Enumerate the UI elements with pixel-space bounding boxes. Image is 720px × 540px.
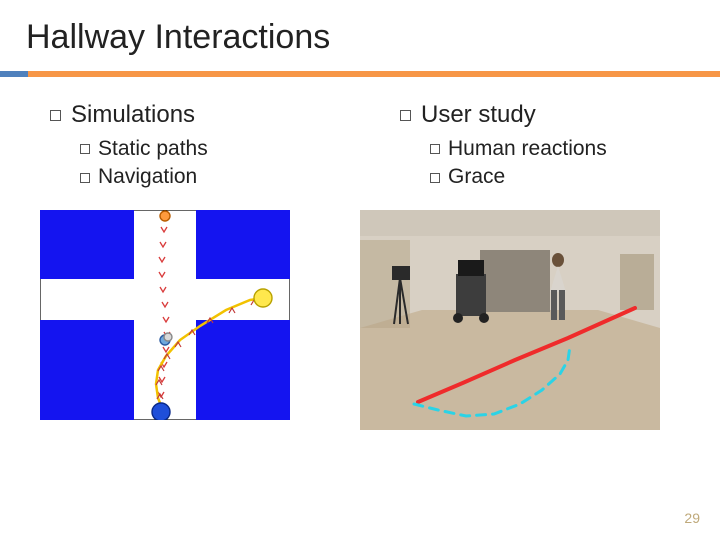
right-column: User study Human reactions Grace xyxy=(400,101,690,192)
right-heading: User study xyxy=(400,101,690,129)
left-heading-text: Simulations xyxy=(71,101,195,129)
slide-title: Hallway Interactions xyxy=(26,18,720,71)
userstudy-figure xyxy=(360,210,660,430)
left-column: Simulations Static paths Navigation xyxy=(50,101,340,192)
page-number: 29 xyxy=(684,510,700,526)
rule-main xyxy=(28,71,720,77)
right-item-1: Grace xyxy=(430,163,690,191)
simulation-figure xyxy=(40,210,290,420)
left-item-1-text: Navigation xyxy=(98,163,197,191)
simulation-svg xyxy=(40,210,290,420)
right-heading-text: User study xyxy=(421,101,536,129)
bullet-square-icon xyxy=(430,144,440,154)
left-heading: Simulations xyxy=(50,101,340,129)
left-item-0: Static paths xyxy=(80,135,340,163)
title-rule xyxy=(0,71,720,77)
bullet-square-icon xyxy=(400,110,411,121)
right-item-0: Human reactions xyxy=(430,135,690,163)
userstudy-svg xyxy=(360,210,660,430)
right-item-0-text: Human reactions xyxy=(448,135,607,163)
bullet-square-icon xyxy=(50,110,61,121)
left-item-1: Navigation xyxy=(80,163,340,191)
bullet-square-icon xyxy=(430,173,440,183)
rule-accent xyxy=(0,71,28,77)
bullet-square-icon xyxy=(80,173,90,183)
left-item-0-text: Static paths xyxy=(98,135,208,163)
bullet-square-icon xyxy=(80,144,90,154)
right-item-1-text: Grace xyxy=(448,163,505,191)
